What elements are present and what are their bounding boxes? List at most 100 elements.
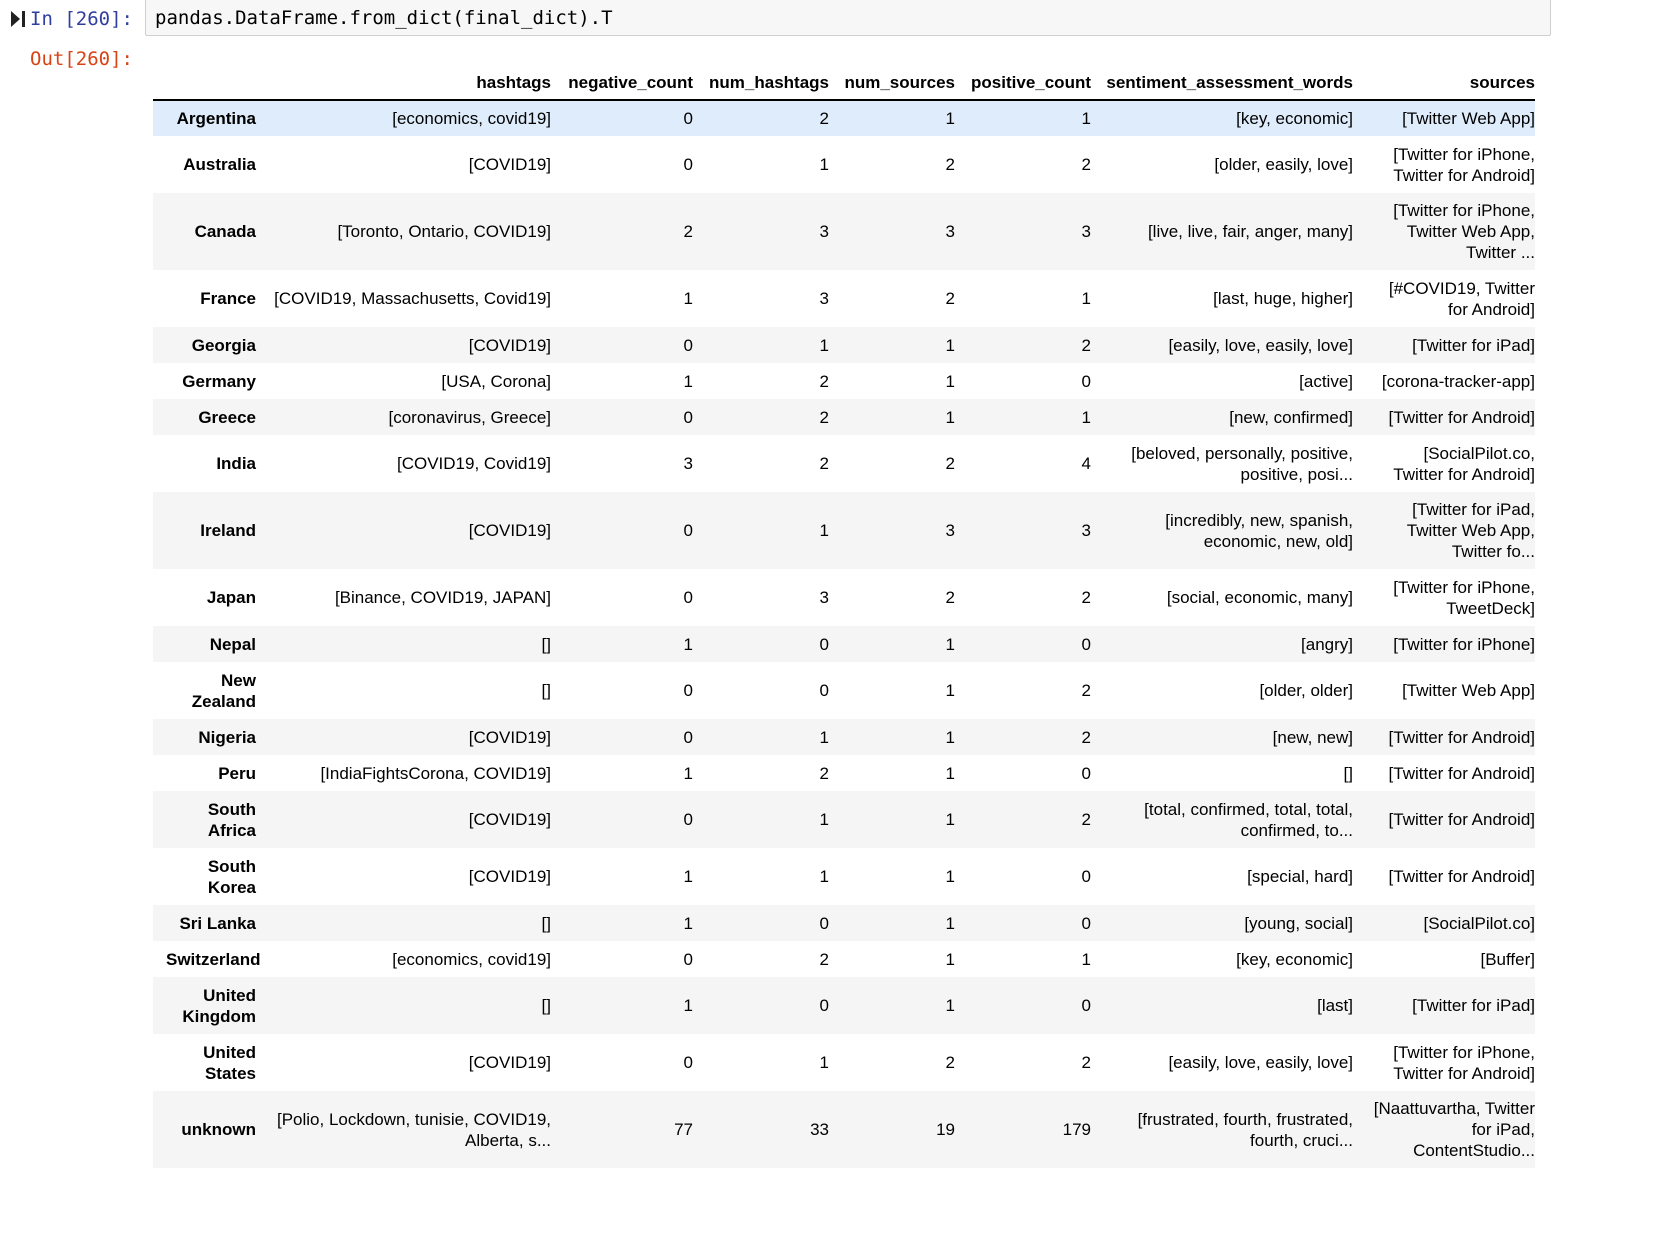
cell-num-hashtags: 0: [819, 681, 829, 700]
cell-positive-count: 2: [1081, 681, 1091, 700]
cell-num-hashtags: 2: [819, 949, 829, 969]
row-index-label: Argentina: [176, 109, 256, 128]
cell-sentiment-assessment-words: [young, social]: [1244, 913, 1353, 933]
cell-sentiment-assessment-words: [last]: [1317, 996, 1353, 1015]
cell-positive-count: 3: [1081, 222, 1091, 241]
table-row: Nigeria [COVID19] 0 1 1 2 [new, new] [Twitter f…: [153, 719, 1535, 755]
cell-negative-count: 0: [683, 681, 693, 700]
cell-num-sources: 1: [945, 996, 955, 1015]
cell-sources: [Twitter for iPad, Twitter Web App, Twit…: [1406, 500, 1535, 561]
run-cell-icon[interactable]: [10, 10, 26, 28]
cell-num-hashtags: 2: [819, 454, 829, 473]
cell-num-sources: 1: [945, 681, 955, 700]
cell-num-hashtags: 3: [819, 222, 829, 241]
row-index-label: Georgia: [191, 335, 256, 355]
cell-hashtags: [economics, covid19]: [392, 109, 551, 128]
cell-sentiment-assessment-words: [active]: [1299, 371, 1353, 391]
cell-sentiment-assessment-words: []: [1343, 763, 1353, 783]
cell-negative-count: 1: [683, 634, 693, 654]
cell-num-sources: 2: [945, 454, 955, 473]
code-line[interactable]: pandas.DataFrame.from_dict(final_dict).T: [155, 7, 613, 29]
cell-num-sources: 1: [945, 949, 955, 969]
cell-sources: [Twitter for iPhone]: [1393, 634, 1535, 654]
cell-positive-count: 1: [1081, 109, 1091, 128]
table-row: Nepal [] 1 0 1 0 [angry] [Twitter for iPhone]: [153, 626, 1535, 662]
cell-negative-count: 0: [683, 335, 693, 355]
cell-num-hashtags: 33: [810, 1120, 829, 1139]
table-row: Australia [COVID19] 0 1 2 2 [older, easily, lo…: [153, 136, 1535, 193]
cell-num-sources: 1: [945, 371, 955, 391]
cell-sources: [Twitter for iPhone, TweetDeck]: [1393, 577, 1535, 618]
cell-num-sources: 1: [945, 727, 955, 747]
table-row: Japan [Binance, COVID19, JAPAN] 0 3 2 2 [socia…: [153, 569, 1535, 626]
cell-positive-count: 0: [1081, 371, 1091, 391]
cell-positive-count: 179: [1062, 1120, 1091, 1139]
cell-sentiment-assessment-words: [live, live, fair, anger, many]: [1147, 222, 1353, 241]
output-prompt: Out[260]:: [30, 48, 133, 70]
cell-positive-count: 3: [1081, 521, 1091, 540]
cell-hashtags: [economics, covid19]: [392, 949, 551, 969]
cell-negative-count: 0: [683, 588, 693, 607]
cell-num-hashtags: 1: [819, 521, 829, 540]
cell-negative-count: 0: [683, 949, 693, 969]
cell-sources: [#COVID19, Twitter for Android]: [1388, 278, 1535, 319]
column-header-num-sources: num_sources: [829, 66, 955, 101]
table-row: Canada [Toronto, Ontario, COVID19] 2 3 3 3 [li…: [153, 193, 1535, 270]
cell-num-sources: 3: [945, 521, 955, 540]
cell-num-hashtags: 1: [819, 727, 829, 747]
cell-sources: [Twitter Web App]: [1402, 681, 1535, 700]
cell-positive-count: 0: [1081, 867, 1091, 886]
row-index-label: Germany: [182, 371, 256, 391]
cell-sources: [Twitter for Android]: [1388, 407, 1535, 427]
cell-hashtags: [Polio, Lockdown, tunisie, COVID19, Albe…: [276, 1109, 551, 1150]
cell-negative-count: 0: [683, 1053, 693, 1072]
cell-hashtags: []: [541, 996, 551, 1015]
cell-sentiment-assessment-words: [new, new]: [1272, 727, 1353, 747]
code-editor[interactable]: pandas.DataFrame.from_dict(final_dict).T: [145, 0, 1551, 36]
cell-negative-count: 0: [683, 727, 693, 747]
cell-sources: [Twitter for iPhone, Twitter for Android…: [1393, 1042, 1535, 1083]
row-index-label: Peru: [218, 763, 256, 783]
cell-num-hashtags: 1: [819, 867, 829, 886]
row-index-label: Nepal: [209, 634, 256, 654]
cell-sentiment-assessment-words: [special, hard]: [1247, 867, 1353, 886]
cell-num-sources: 1: [945, 407, 955, 427]
cell-num-hashtags: 2: [819, 371, 829, 391]
cell-positive-count: 0: [1081, 996, 1091, 1015]
row-index-label: France: [200, 289, 256, 308]
table-row: South Korea [COVID19] 1 1 1 0 [special, hard] […: [153, 848, 1535, 905]
cell-hashtags: [Binance, COVID19, JAPAN]: [334, 588, 551, 607]
cell-sources: [Twitter for iPhone, Twitter Web App, Tw…: [1393, 201, 1535, 262]
cell-hashtags: [COVID19]: [468, 521, 551, 540]
cell-hashtags: [coronavirus, Greece]: [388, 407, 551, 427]
row-index-label: Greece: [198, 407, 256, 427]
cell-hashtags: [COVID19]: [468, 727, 551, 747]
cell-positive-count: 2: [1081, 335, 1091, 355]
row-index-label: New Zealand: [191, 670, 256, 711]
cell-hashtags: [COVID19]: [468, 1053, 551, 1072]
row-index-label: Australia: [183, 155, 256, 174]
table-row: United Kingdom [] 1 0 1 0 [last] [Twitter for i…: [153, 977, 1535, 1034]
column-header-negative-count: negative_count: [551, 66, 693, 101]
cell-negative-count: 1: [683, 867, 693, 886]
cell-positive-count: 2: [1081, 155, 1091, 174]
table-body: Argentina [economics, covid19] 0 2 1 1 [key, e…: [153, 100, 1535, 1168]
cell-num-sources: 1: [945, 867, 955, 886]
cell-positive-count: 2: [1081, 588, 1091, 607]
cell-sentiment-assessment-words: [incredibly, new, spanish, economic, new…: [1165, 510, 1353, 551]
row-index-label: Ireland: [200, 521, 256, 540]
cell-sentiment-assessment-words: [new, confirmed]: [1229, 407, 1353, 427]
cell-hashtags: [Toronto, Ontario, COVID19]: [337, 222, 551, 241]
cell-sentiment-assessment-words: [last, huge, higher]: [1213, 289, 1353, 308]
cell-num-sources: 2: [945, 1053, 955, 1072]
cell-negative-count: 1: [683, 289, 693, 308]
table-row: Sri Lanka [] 1 0 1 0 [young, social] [SocialPil…: [153, 905, 1535, 941]
cell-num-hashtags: 1: [819, 1053, 829, 1072]
cell-sentiment-assessment-words: [frustrated, fourth, frustrated, fourth,…: [1137, 1109, 1353, 1150]
cell-sources: [Twitter for iPhone, Twitter for Android…: [1393, 144, 1535, 185]
table-row: Argentina [economics, covid19] 0 2 1 1 [key, e…: [153, 100, 1535, 136]
cell-positive-count: 1: [1081, 289, 1091, 308]
cell-num-sources: 3: [945, 222, 955, 241]
index-header: [153, 66, 256, 101]
cell-num-sources: 1: [945, 634, 955, 654]
